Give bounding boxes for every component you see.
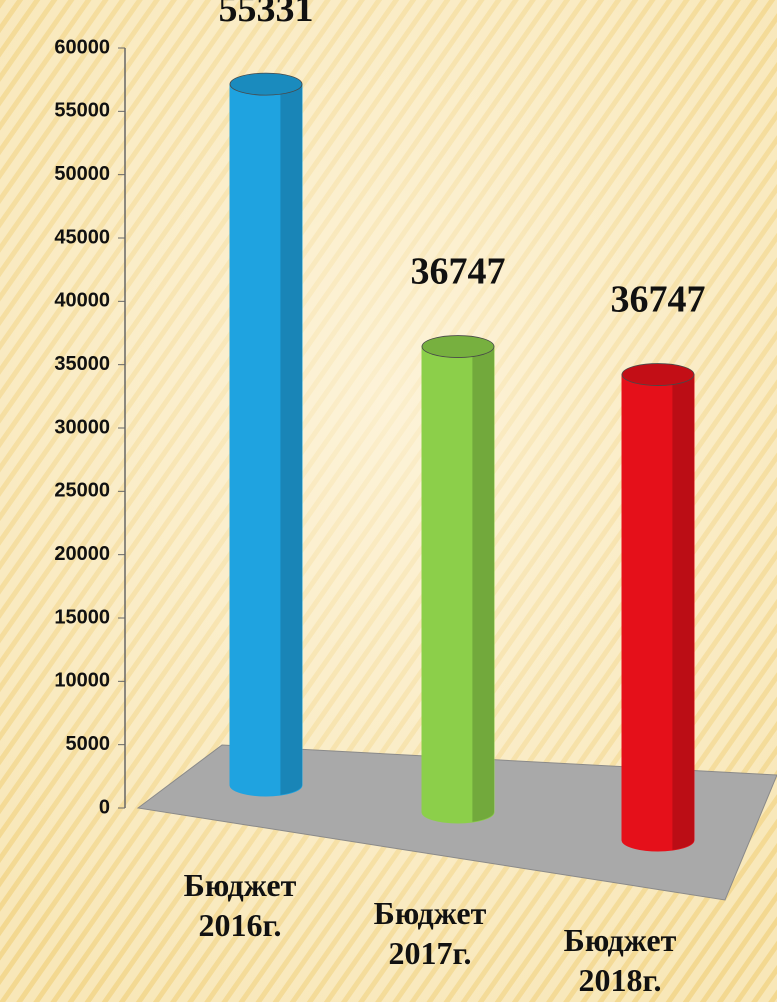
x-tick-label: Бюджет 2016г. (183, 867, 297, 943)
y-tick-label: 55000 (54, 100, 110, 122)
y-tick-label: 5000 (66, 733, 111, 755)
y-tick-label: 25000 (54, 480, 110, 502)
x-tick-label: Бюджет 2018г. (563, 922, 677, 998)
bar-shade (672, 374, 694, 850)
y-tick-label: 10000 (54, 670, 110, 692)
y-tick-label: 30000 (54, 416, 110, 438)
bar-top (229, 72, 303, 96)
y-tick-label: 15000 (54, 606, 110, 628)
bar-shade (472, 346, 494, 822)
bar (621, 374, 695, 852)
bar-shade (280, 84, 302, 795)
value-label: 36747 (411, 250, 506, 292)
bar-top (421, 335, 495, 358)
bar (229, 83, 303, 797)
y-tick-label: 20000 (54, 543, 110, 565)
y-tick-label: 60000 (54, 36, 110, 58)
y-tick-label: 0 (99, 796, 110, 818)
y-tick-label: 50000 (54, 163, 110, 185)
value-label: 55331 (219, 0, 314, 30)
y-tick-label: 40000 (54, 290, 110, 312)
x-tick-label: Бюджет 2017г. (373, 895, 487, 971)
y-tick-label: 35000 (54, 353, 110, 375)
bar-top (621, 363, 695, 386)
value-label: 36747 (611, 278, 706, 320)
y-tick-label: 45000 (54, 226, 110, 248)
bar (421, 346, 495, 824)
